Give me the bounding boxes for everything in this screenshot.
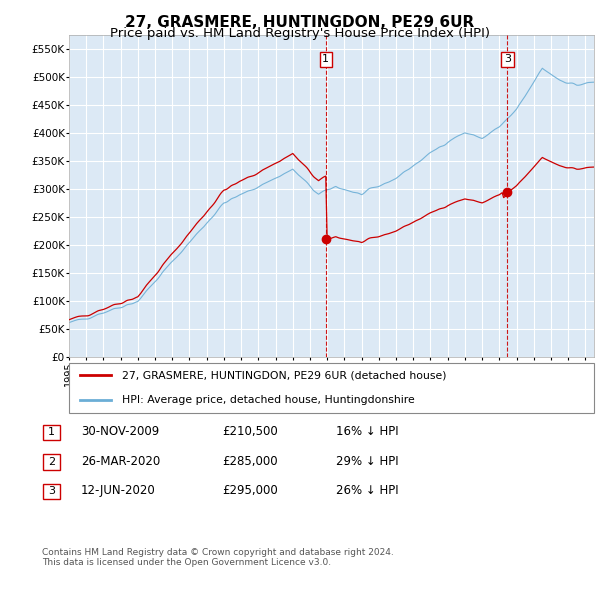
Text: 30-NOV-2009: 30-NOV-2009 [81,425,159,438]
Text: HPI: Average price, detached house, Huntingdonshire: HPI: Average price, detached house, Hunt… [121,395,414,405]
Text: 2: 2 [48,457,55,467]
Text: £285,000: £285,000 [222,455,278,468]
Text: Price paid vs. HM Land Registry's House Price Index (HPI): Price paid vs. HM Land Registry's House … [110,27,490,40]
Text: 1: 1 [322,54,329,64]
Text: 1: 1 [48,428,55,437]
Text: 26% ↓ HPI: 26% ↓ HPI [336,484,398,497]
Text: 27, GRASMERE, HUNTINGDON, PE29 6UR: 27, GRASMERE, HUNTINGDON, PE29 6UR [125,15,475,30]
Text: 26-MAR-2020: 26-MAR-2020 [81,455,160,468]
Text: 27, GRASMERE, HUNTINGDON, PE29 6UR (detached house): 27, GRASMERE, HUNTINGDON, PE29 6UR (deta… [121,371,446,381]
Text: £295,000: £295,000 [222,484,278,497]
Text: 3: 3 [504,54,511,64]
Text: £210,500: £210,500 [222,425,278,438]
Text: 16% ↓ HPI: 16% ↓ HPI [336,425,398,438]
Text: 3: 3 [48,487,55,496]
Text: 12-JUN-2020: 12-JUN-2020 [81,484,156,497]
Text: 29% ↓ HPI: 29% ↓ HPI [336,455,398,468]
Text: Contains HM Land Registry data © Crown copyright and database right 2024.
This d: Contains HM Land Registry data © Crown c… [42,548,394,567]
